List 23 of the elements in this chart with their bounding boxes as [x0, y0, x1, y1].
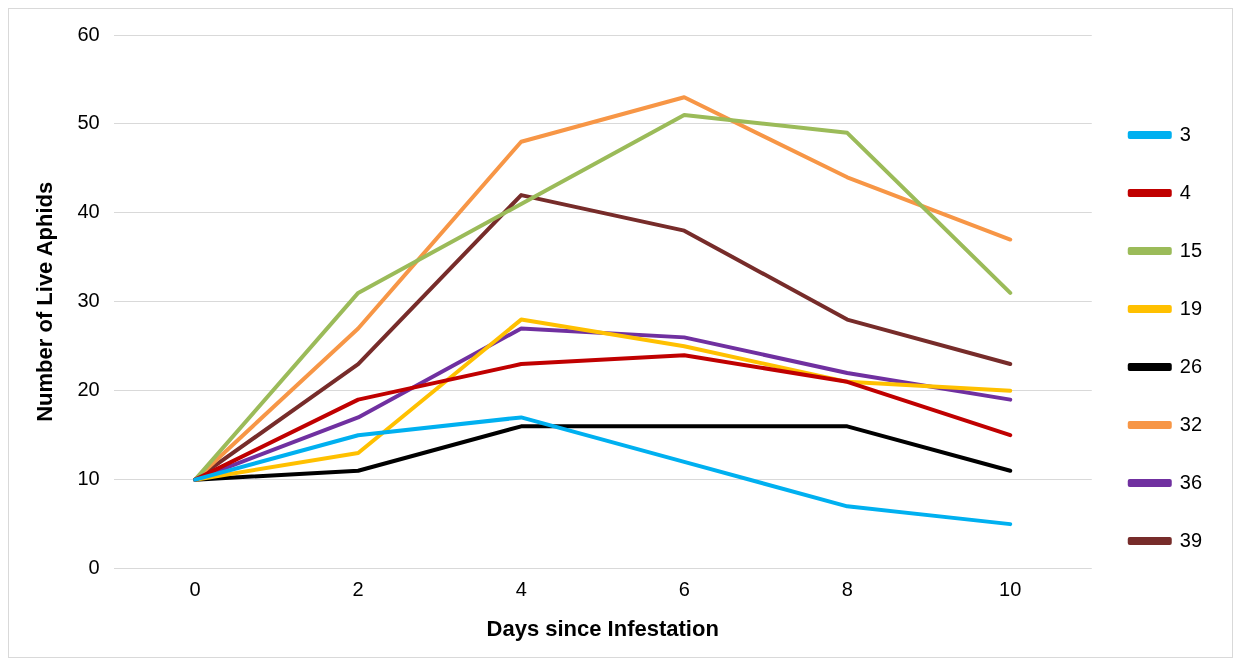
x-tick-label: 0 — [189, 578, 201, 601]
y-tick-label: 10 — [77, 467, 100, 490]
legend-label: 26 — [1179, 354, 1202, 377]
x-tick-label: 4 — [515, 578, 527, 601]
y-axis-title: Number of Live Aphids — [32, 181, 58, 422]
legend-label: 15 — [1179, 238, 1202, 261]
legend-label: 32 — [1179, 412, 1202, 435]
y-tick-label: 0 — [88, 556, 100, 579]
x-tick-label: 10 — [999, 578, 1022, 601]
x-axis-title: Days since Infestation — [486, 615, 719, 641]
x-tick-label: 6 — [678, 578, 690, 601]
legend-label: 39 — [1179, 528, 1202, 551]
legend-label: 4 — [1179, 180, 1191, 203]
legend-label: 3 — [1179, 122, 1191, 145]
x-tick-label: 8 — [841, 578, 853, 601]
legend-label: 36 — [1179, 470, 1202, 493]
legend-label: 19 — [1179, 296, 1202, 319]
y-tick-label: 40 — [77, 200, 100, 223]
x-tick-label: 2 — [352, 578, 364, 601]
y-tick-label: 50 — [77, 111, 100, 134]
y-tick-label: 20 — [77, 378, 100, 401]
y-tick-label: 30 — [77, 289, 100, 312]
y-tick-label: 60 — [77, 22, 100, 45]
